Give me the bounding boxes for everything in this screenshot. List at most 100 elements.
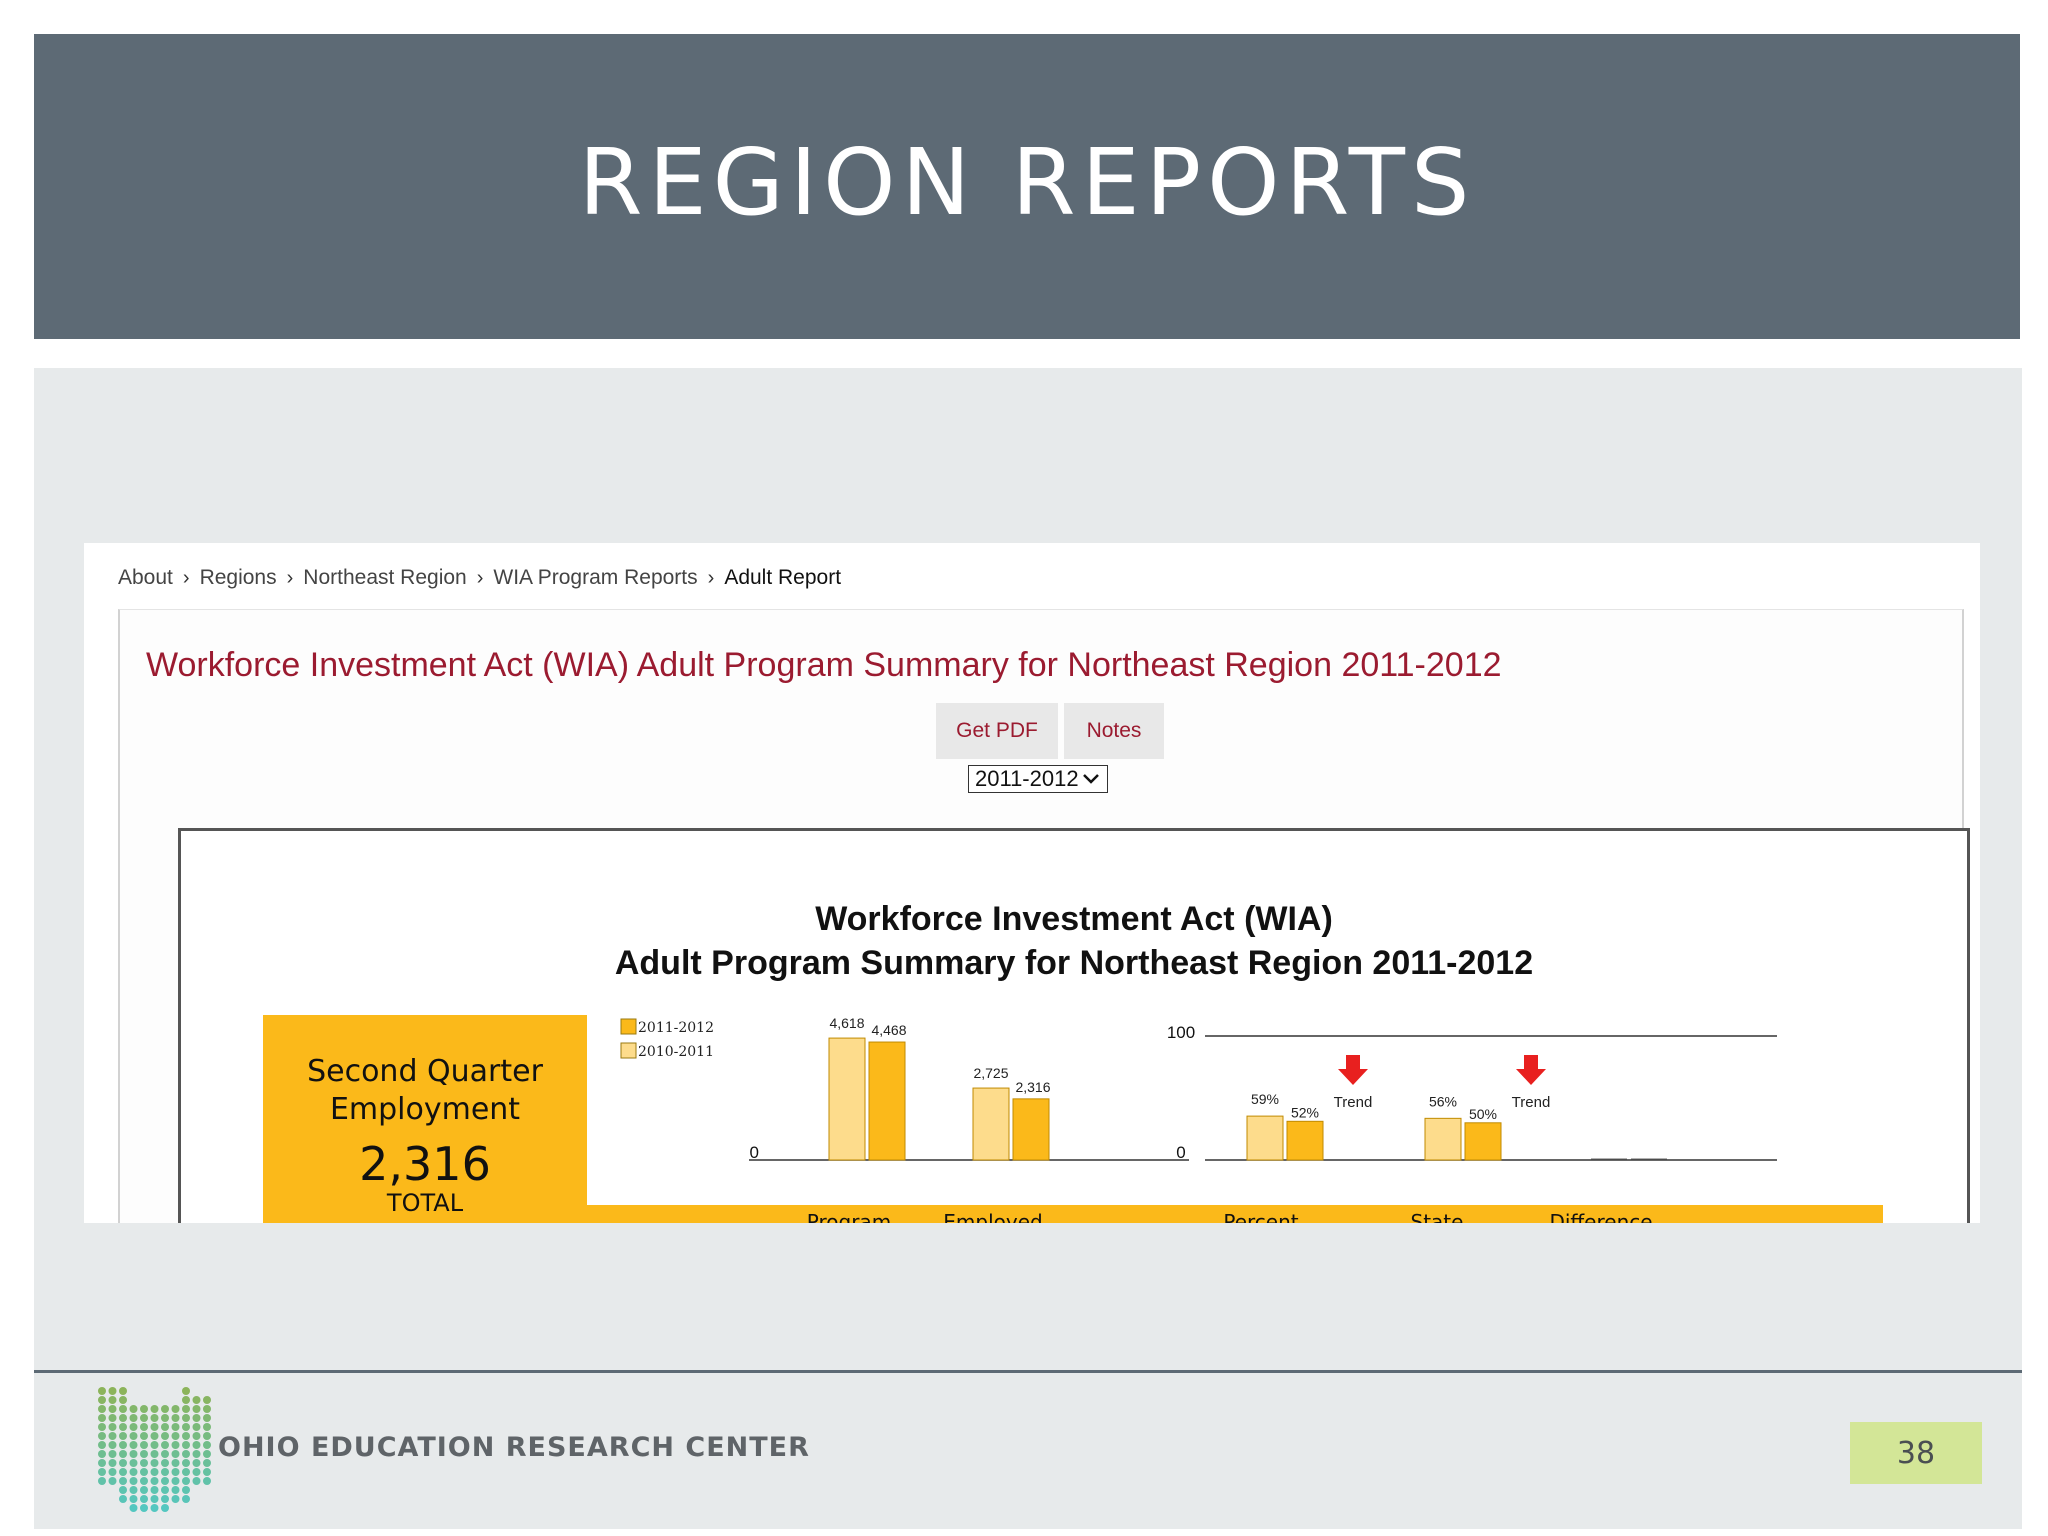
logo-dot (129, 1450, 138, 1458)
category-label: Difference (1549, 1210, 1652, 1223)
logo-dot (98, 1423, 106, 1431)
logo-dot (161, 1459, 169, 1467)
kpi-value: 2,316 (359, 1137, 491, 1191)
logo-dot (119, 1414, 127, 1422)
logo-dot (140, 1405, 148, 1413)
logo-dot (171, 1423, 180, 1431)
logo-dot (150, 1486, 159, 1494)
rates-y-tick-label: 100 (1167, 1023, 1195, 1042)
logo-dot (129, 1459, 138, 1467)
logo-dot (182, 1495, 190, 1503)
rates-data-label: 50% (1469, 1106, 1497, 1122)
breadcrumb-regions[interactable]: Regions (199, 566, 277, 589)
logo-dot (119, 1450, 127, 1458)
counts-bar (868, 1041, 906, 1161)
logo-dot (129, 1504, 138, 1512)
logo-dot (150, 1495, 159, 1503)
logo-dot (203, 1423, 211, 1431)
logo-dot (150, 1405, 159, 1413)
logo-dot (119, 1441, 127, 1449)
logo-dot (98, 1405, 106, 1413)
breadcrumb-separator-icon: › (182, 566, 190, 589)
breadcrumb-separator-icon: › (707, 566, 715, 589)
logo-dot (140, 1414, 148, 1422)
logo-dot (203, 1396, 211, 1404)
notes-button[interactable]: Notes (1064, 703, 1164, 759)
logo-dot (161, 1477, 169, 1485)
get-pdf-button[interactable]: Get PDF (936, 703, 1058, 759)
logo-dot (129, 1432, 138, 1440)
logo-dot (203, 1405, 211, 1413)
logo-dot (98, 1441, 106, 1449)
breadcrumb-northeast-region[interactable]: Northeast Region (303, 566, 467, 589)
breadcrumb-adult-report: Adult Report (724, 566, 842, 589)
chart-frame: Workforce Investment Act (WIA) Adult Pro… (178, 828, 1970, 1223)
report-screenshot: About › Regions › Northeast Region › WIA… (84, 543, 1980, 1223)
logo-dot (140, 1432, 148, 1440)
kpi-label: Second Quarter Employment (263, 1053, 587, 1129)
logo-dot (182, 1387, 190, 1395)
category-label: Employed (943, 1210, 1042, 1223)
logo-dot (150, 1504, 159, 1512)
logo-dot (150, 1441, 159, 1449)
report-actions: Get PDF Notes (936, 703, 1164, 759)
logo-dot (171, 1459, 180, 1467)
logo-dot (150, 1414, 159, 1422)
logo-dot (203, 1432, 211, 1440)
logo-dot (150, 1432, 159, 1440)
logo-dot (171, 1405, 180, 1413)
logo-dot (119, 1495, 127, 1503)
logo-dot (182, 1450, 190, 1458)
logo-dot (161, 1414, 169, 1422)
logo-dot (108, 1459, 117, 1467)
trend-label: Trend (1512, 1094, 1551, 1111)
breadcrumb-separator-icon: › (476, 566, 484, 589)
logo-dot (171, 1414, 180, 1422)
logo-dot (108, 1477, 117, 1485)
legend-swatch (620, 1018, 637, 1035)
logo-dot (140, 1450, 148, 1458)
logo-dot (150, 1468, 159, 1476)
logo-dot (203, 1477, 211, 1485)
rates-bar (1424, 1117, 1462, 1161)
logo-dot (108, 1432, 117, 1440)
breadcrumb: About › Regions › Northeast Region › WIA… (118, 563, 841, 593)
year-select[interactable]: 2011-2012 (968, 765, 1108, 793)
logo-dot (203, 1441, 211, 1449)
logo-dot (129, 1495, 138, 1503)
logo-dot (192, 1414, 201, 1422)
rates-y-tick-label: 0 (1176, 1143, 1185, 1162)
chart-svg: 2011-2012 2010-2011 0 4,618 4,468 2,725 2,316 1… (620, 1015, 1777, 1223)
logo-dot (98, 1387, 106, 1395)
logo-dot (119, 1432, 127, 1440)
breadcrumb-about[interactable]: About (118, 566, 173, 589)
logo-dot (98, 1432, 106, 1440)
logo-dot (192, 1405, 201, 1413)
logo-dot (182, 1468, 190, 1476)
logo-dot (161, 1405, 169, 1413)
slide-header: REGION REPORTS (34, 34, 2020, 339)
logo-dot (182, 1441, 190, 1449)
logo-dot (203, 1468, 211, 1476)
logo-dot (161, 1495, 169, 1503)
trend-down-arrow-icon (1338, 1055, 1368, 1085)
logo-dot (182, 1459, 190, 1467)
breadcrumb-wia-program-reports[interactable]: WIA Program Reports (493, 566, 698, 589)
logo-dot (119, 1477, 127, 1485)
logo-dot (119, 1405, 127, 1413)
logo-dot (108, 1441, 117, 1449)
logo-dot (98, 1414, 106, 1422)
logo-dot (203, 1459, 211, 1467)
logo-dot (129, 1423, 138, 1431)
logo-dot (129, 1405, 138, 1413)
counts-data-label: 4,618 (829, 1015, 864, 1031)
rates-data-label: 52% (1291, 1104, 1319, 1120)
logo-dot (161, 1441, 169, 1449)
logo-dot (98, 1396, 106, 1404)
logo-dot (140, 1468, 148, 1476)
counts-bar (828, 1037, 866, 1161)
legend-label: 2010-2011 (638, 1044, 714, 1060)
counts-y-tick-label: 0 (750, 1143, 759, 1162)
logo-dot (192, 1477, 201, 1485)
logo-dot (140, 1477, 148, 1485)
